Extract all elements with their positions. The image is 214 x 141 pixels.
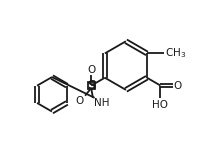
Text: O: O (173, 81, 182, 91)
Text: O: O (76, 96, 84, 106)
Text: O: O (87, 65, 95, 75)
Text: HO: HO (152, 100, 168, 110)
Text: CH$_3$: CH$_3$ (165, 47, 186, 60)
Text: S: S (87, 79, 96, 92)
Text: NH: NH (94, 98, 109, 108)
Bar (88, 82, 95, 89)
